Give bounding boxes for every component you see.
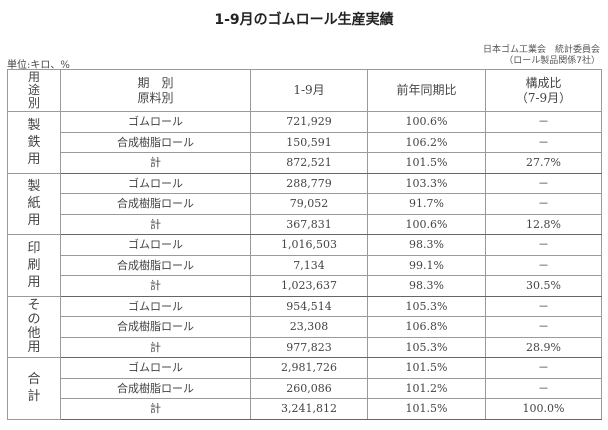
share-ratio: － (485, 234, 602, 256)
table-row: 計 367,831 100.6% 12.8% (8, 213, 602, 235)
yoy-ratio: 106.2% (367, 131, 486, 153)
category-label: 製紙用 (7, 172, 61, 235)
table-row: 製鉄用ゴムロール 721,929 100.6% － (7, 111, 602, 174)
share-ratio: － (485, 295, 602, 317)
material-type: 計 (60, 152, 251, 174)
table-row: 計 977,823 105.3% 28.9% (8, 336, 602, 358)
material-type: 合成樹脂ロール (60, 377, 251, 399)
table-row: 合計ゴムロール 2,981,726 101.5% － (7, 357, 602, 420)
material-type: 合成樹脂ロール (60, 193, 251, 215)
share-ratio: 27.7% (485, 152, 602, 174)
share-ratio: － (485, 131, 602, 153)
table-row: 合成樹脂ロール 150,591 106.2% － (8, 131, 602, 153)
yoy-ratio: 101.2% (367, 377, 486, 399)
category-label: その他用 (7, 295, 61, 358)
unit-label: 単位:キロ、% (7, 60, 70, 71)
share-ratio: 30.5% (485, 275, 602, 297)
production-value: 977,823 (250, 336, 368, 358)
share-ratio: － (485, 111, 602, 133)
share-ratio: － (485, 172, 602, 194)
yoy-ratio: 91.7% (367, 193, 486, 215)
yoy-ratio: 99.1% (367, 254, 486, 276)
yoy-ratio: 106.8% (367, 316, 486, 338)
production-value: 367,831 (250, 213, 368, 235)
table-row: 計 872,521 101.5% 27.7% (8, 152, 602, 174)
header-row: 用 途 別 期 別 原料別 1-9月 前年同期比 構成比 （7-9月） (7, 69, 602, 112)
share-ratio: － (485, 377, 602, 399)
table-row: 合成樹脂ロール 260,086 101.2% － (8, 377, 602, 399)
category-label: 印刷用 (7, 234, 61, 297)
production-table: 用 途 別 期 別 原料別 1-9月 前年同期比 構成比 （7-9月） 製鉄用ゴ… (7, 69, 602, 420)
table-row: その他用ゴムロール 954,514 105.3% － (7, 295, 602, 358)
production-value: 288,779 (250, 172, 368, 194)
material-type: ゴムロール (60, 357, 251, 379)
header-share: 構成比 （7-9月） (485, 69, 602, 112)
yoy-ratio: 100.6% (367, 111, 486, 133)
header-type: 期 別 原料別 (60, 69, 251, 112)
category-label: 製鉄用 (7, 111, 61, 174)
production-value: 79,052 (250, 193, 368, 215)
yoy-ratio: 105.3% (367, 336, 486, 358)
yoy-ratio: 101.5% (367, 357, 486, 379)
header-period: 1-9月 (250, 69, 368, 112)
share-ratio: 100.0% (485, 398, 602, 420)
share-ratio: － (485, 254, 602, 276)
material-type: 合成樹脂ロール (60, 254, 251, 276)
share-ratio: － (485, 316, 602, 338)
production-value: 23,308 (250, 316, 368, 338)
production-value: 2,981,726 (250, 357, 368, 379)
material-type: 計 (60, 398, 251, 420)
production-value: 872,521 (250, 152, 368, 174)
production-value: 260,086 (250, 377, 368, 399)
material-type: 計 (60, 336, 251, 358)
yoy-ratio: 101.5% (367, 398, 486, 420)
table-row: 合成樹脂ロール 79,052 91.7% － (8, 193, 602, 215)
yoy-ratio: 98.3% (367, 275, 486, 297)
production-value: 3,241,812 (250, 398, 368, 420)
document-title: 1-9月のゴムロール生産実績 (214, 12, 394, 28)
production-value: 7,134 (250, 254, 368, 276)
material-type: ゴムロール (60, 295, 251, 317)
production-value: 150,591 (250, 131, 368, 153)
category-label: 合計 (7, 357, 61, 420)
header-yoy: 前年同期比 (367, 69, 486, 112)
production-value: 954,514 (250, 295, 368, 317)
material-type: 合成樹脂ロール (60, 316, 251, 338)
yoy-ratio: 101.5% (367, 152, 486, 174)
material-type: 計 (60, 213, 251, 235)
table-row: 計 3,241,812 101.5% 100.0% (8, 398, 602, 420)
material-type: ゴムロール (60, 172, 251, 194)
organization-note: 日本ゴム工業会 統計委員会 （ロール製品関係7社） (483, 45, 600, 67)
share-ratio: － (485, 193, 602, 215)
organization-scope: （ロール製品関係7社） (504, 56, 600, 66)
table-row: 製紙用ゴムロール 288,779 103.3% － (7, 172, 602, 235)
table-row: 印刷用ゴムロール 1,016,503 98.3% － (7, 234, 602, 297)
share-ratio: － (485, 357, 602, 379)
table-row: 計 1,023,637 98.3% 30.5% (8, 275, 602, 297)
organization-name: 日本ゴム工業会 統計委員会 (482, 45, 600, 55)
header-category: 用 途 別 (7, 69, 61, 112)
material-type: 計 (60, 275, 251, 297)
share-ratio: 12.8% (485, 213, 602, 235)
production-value: 1,016,503 (250, 234, 368, 256)
material-type: ゴムロール (60, 111, 251, 133)
material-type: 合成樹脂ロール (60, 131, 251, 153)
yoy-ratio: 98.3% (367, 234, 486, 256)
table-row: 合成樹脂ロール 7,134 99.1% － (8, 254, 602, 276)
yoy-ratio: 100.6% (367, 213, 486, 235)
production-value: 1,023,637 (250, 275, 368, 297)
production-value: 721,929 (250, 111, 368, 133)
yoy-ratio: 103.3% (367, 172, 486, 194)
table-row: 合成樹脂ロール 23,308 106.8% － (8, 316, 602, 338)
share-ratio: 28.9% (485, 336, 602, 358)
material-type: ゴムロール (60, 234, 251, 256)
yoy-ratio: 105.3% (367, 295, 486, 317)
